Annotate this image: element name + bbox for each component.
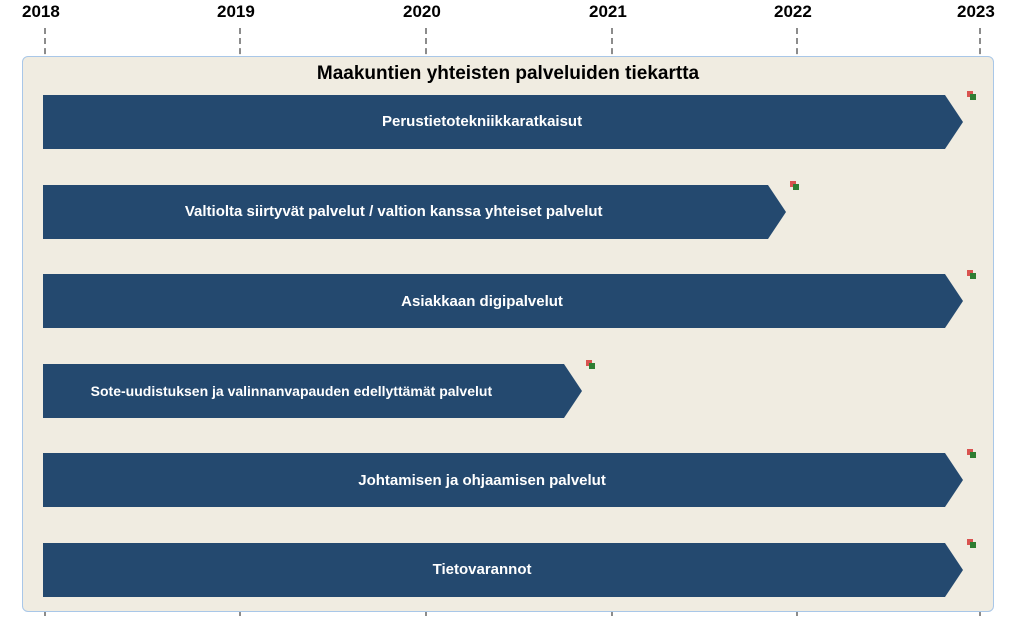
bar-label: Tietovarannot [433, 561, 532, 578]
timeline-arrow: Sote-uudistuksen ja valinnanvapauden ede… [43, 364, 564, 418]
timeline-arrow: Johtamisen ja ohjaamisen palvelut [43, 453, 945, 507]
bar-row: Asiakkaan digipalvelut [43, 274, 973, 328]
content-panel: Maakuntien yhteisten palveluiden tiekart… [22, 56, 994, 612]
bar-label: Sote-uudistuksen ja valinnanvapauden ede… [91, 383, 492, 399]
year-label: 2020 [403, 2, 441, 22]
year-label: 2018 [22, 2, 60, 22]
bar-row: Perustietotekniikkaratkaisut [43, 95, 973, 149]
timeline-arrow: Tietovarannot [43, 543, 945, 597]
bar-row: Sote-uudistuksen ja valinnanvapauden ede… [43, 364, 973, 418]
marker-icon [967, 449, 979, 461]
year-label: 2022 [774, 2, 812, 22]
marker-icon [967, 270, 979, 282]
year-label: 2021 [589, 2, 627, 22]
bar-label: Valtiolta siirtyvät palvelut / valtion k… [185, 203, 603, 220]
bars-container: Perustietotekniikkaratkaisut Valtiolta si… [43, 95, 973, 597]
bar-row: Tietovarannot [43, 543, 973, 597]
timeline-arrow: Perustietotekniikkaratkaisut [43, 95, 945, 149]
bar-label: Asiakkaan digipalvelut [401, 293, 563, 310]
chart-title: Maakuntien yhteisten palveluiden tiekart… [23, 63, 993, 85]
timeline-arrow: Valtiolta siirtyvät palvelut / valtion k… [43, 185, 768, 239]
marker-icon [967, 539, 979, 551]
bar-row: Johtamisen ja ohjaamisen palvelut [43, 453, 973, 507]
year-label: 2023 [957, 2, 995, 22]
marker-icon [790, 181, 802, 193]
roadmap-chart: 2018 2019 2020 2021 2022 2023 Maakuntien yhte… [22, 0, 1002, 626]
year-axis: 2018 2019 2020 2021 2022 2023 [22, 0, 1002, 28]
year-label: 2019 [217, 2, 255, 22]
timeline-arrow: Asiakkaan digipalvelut [43, 274, 945, 328]
bar-row: Valtiolta siirtyvät palvelut / valtion k… [43, 185, 973, 239]
bar-label: Johtamisen ja ohjaamisen palvelut [358, 472, 606, 489]
marker-icon [967, 91, 979, 103]
bar-label: Perustietotekniikkaratkaisut [382, 113, 582, 130]
marker-icon [586, 360, 598, 372]
